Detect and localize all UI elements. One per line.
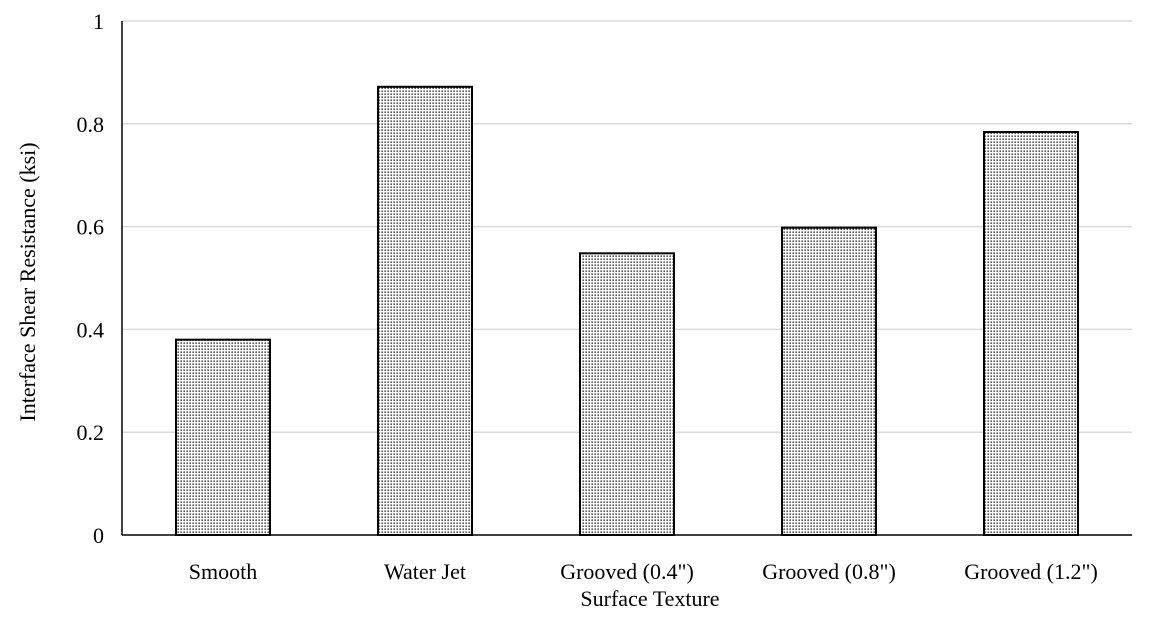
x-tick-label: Grooved (1.2") [964, 559, 1098, 584]
bar [175, 338, 271, 536]
bar [579, 252, 675, 536]
bar [377, 85, 473, 537]
x-tick-label: Water Jet [384, 559, 466, 584]
y-tick-labels: 0 0.2 0.4 0.6 0.8 1 [77, 9, 105, 548]
bars [175, 85, 1079, 537]
axes [121, 21, 1132, 536]
y-tick-label: 1 [93, 9, 104, 34]
bar [983, 131, 1079, 537]
y-axis-title: Interface Shear Resistance (ksi) [15, 142, 40, 421]
x-axis-title: Surface Texture [580, 586, 719, 611]
y-tick-label: 0.2 [77, 420, 105, 445]
x-tick-label: Grooved (0.4") [560, 559, 694, 584]
y-tick-label: 0 [93, 523, 104, 548]
x-tick-label: Grooved (0.8") [762, 559, 896, 584]
x-tick-label: Smooth [189, 559, 257, 584]
y-tick-label: 0.4 [77, 317, 105, 342]
y-tick-label: 0.6 [77, 215, 105, 240]
bar [781, 226, 877, 537]
y-tick-label: 0.8 [77, 112, 105, 137]
x-tick-labels: Smooth Water Jet Grooved (0.4") Grooved (0.… [189, 559, 1098, 584]
gridlines [122, 20, 1132, 433]
